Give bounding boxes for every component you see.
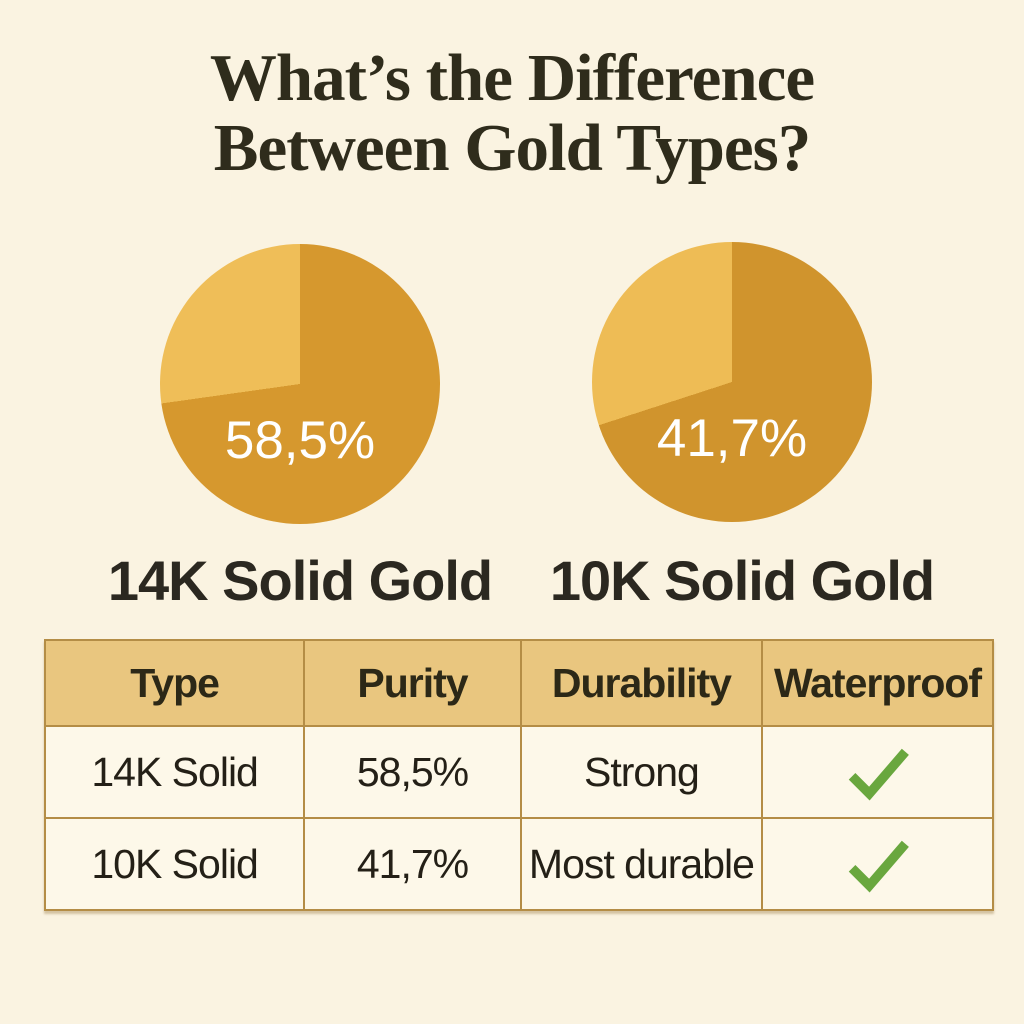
table-row: 14K Solid 58,5% Strong (46, 727, 992, 819)
title-line-2: Between Gold Types? (213, 110, 811, 185)
column-header-type: Type (46, 641, 306, 725)
cell-durability: Most durable (522, 819, 764, 909)
pie-chart-14k: 58,5% (160, 244, 440, 524)
table-header-row: Type Purity Durability Waterproof (46, 641, 992, 727)
cell-durability: Strong (522, 727, 764, 817)
column-header-durability: Durability (522, 641, 764, 725)
page-title: What’s the Difference Between Gold Types… (0, 41, 1024, 185)
pie-chart-10k: 41,7% (592, 242, 872, 522)
title-line-1: What’s the Difference (209, 41, 815, 115)
check-icon (848, 840, 909, 893)
cell-waterproof (763, 819, 992, 909)
cell-type: 14K Solid (46, 727, 306, 817)
table-row: 10K Solid 41,7% Most durable (46, 819, 992, 909)
pie-value-label-14k: 58,5% (224, 411, 376, 470)
cell-purity: 58,5% (305, 727, 522, 817)
pie-caption-14k: 14K Solid Gold (107, 549, 493, 612)
cell-purity: 41,7% (305, 819, 522, 909)
column-header-waterproof: Waterproof (773, 659, 982, 706)
pie-value-label-10k: 41,7% (656, 409, 808, 468)
cell-type: 10K Solid (46, 819, 306, 909)
check-icon (848, 748, 909, 801)
column-header-purity: Purity (305, 641, 522, 725)
comparison-table: Type Purity Durability Waterproof 14K So… (44, 639, 994, 911)
pie-caption-10k: 10K Solid Gold (549, 549, 935, 612)
cell-waterproof (763, 727, 992, 817)
